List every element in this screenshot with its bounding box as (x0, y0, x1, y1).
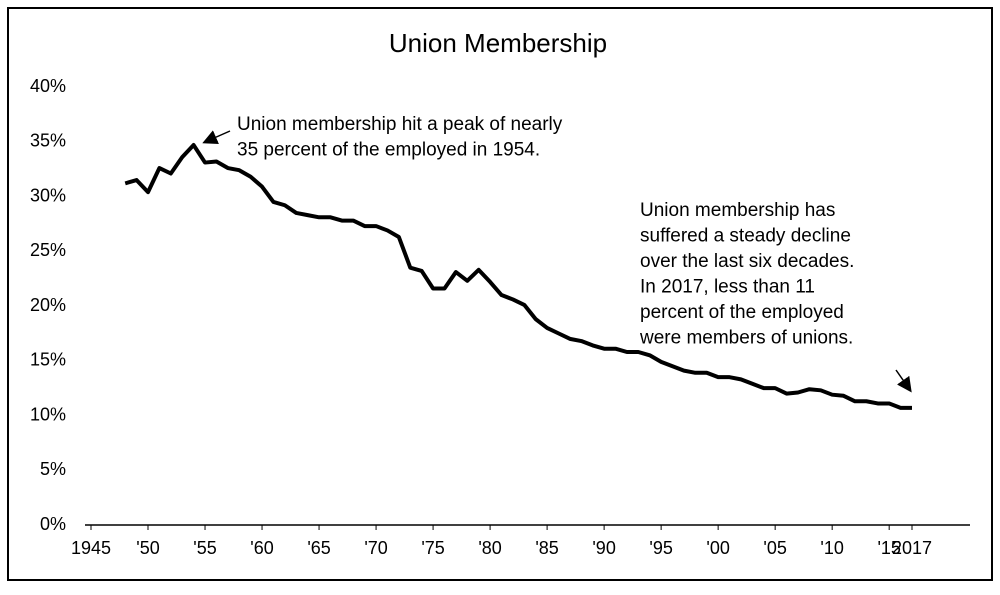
annotation: were members of unions. (639, 328, 853, 349)
x-tick-label: '85 (535, 538, 558, 558)
frame (7, 7, 993, 581)
x-tick-label: '15 (877, 538, 900, 558)
y-tick-label: 20% (30, 295, 66, 315)
y-tick-label: 0% (40, 514, 66, 534)
y-tick-label: 35% (30, 131, 66, 151)
x-tick-label: '10 (820, 538, 843, 558)
x-tick-label: '00 (706, 538, 729, 558)
y-tick-label: 15% (30, 350, 66, 370)
x-tick-label: 2017 (892, 538, 932, 558)
x-tick-label: '55 (193, 538, 216, 558)
y-tick-label: 40% (30, 76, 66, 96)
x-tick-label: '90 (592, 538, 615, 558)
x-tick-label: '50 (136, 538, 159, 558)
y-tick-label: 25% (30, 240, 66, 260)
x-tick-label: '95 (649, 538, 672, 558)
x-tick-label: '75 (421, 538, 444, 558)
annotation: Union membership has (640, 200, 835, 221)
annotation: suffered a steady decline (640, 226, 851, 247)
x-tick-label: 1945 (71, 538, 111, 558)
y-tick-label: 30% (30, 185, 66, 205)
annotation: Union membership hit a peak of nearly (237, 114, 563, 135)
x-tick-label: '70 (364, 538, 387, 558)
arrow (895, 369, 912, 393)
y-tick-label: 10% (30, 404, 66, 424)
annotation: percent of the employed (640, 302, 844, 323)
x-tick-label: '60 (250, 538, 273, 558)
line-series (124, 143, 912, 410)
x-tick-label: '05 (763, 538, 786, 558)
chart-title: Union Membership (389, 28, 607, 58)
x-tick-label: '65 (307, 538, 330, 558)
annotation: In 2017, less than 11 (640, 277, 815, 298)
arrow (202, 130, 231, 145)
annotation: 35 percent of the employed in 1954. (237, 140, 540, 161)
x-tick-label: '80 (478, 538, 501, 558)
y-tick-label: 5% (40, 459, 66, 479)
annotation: over the last six decades. (640, 251, 854, 272)
